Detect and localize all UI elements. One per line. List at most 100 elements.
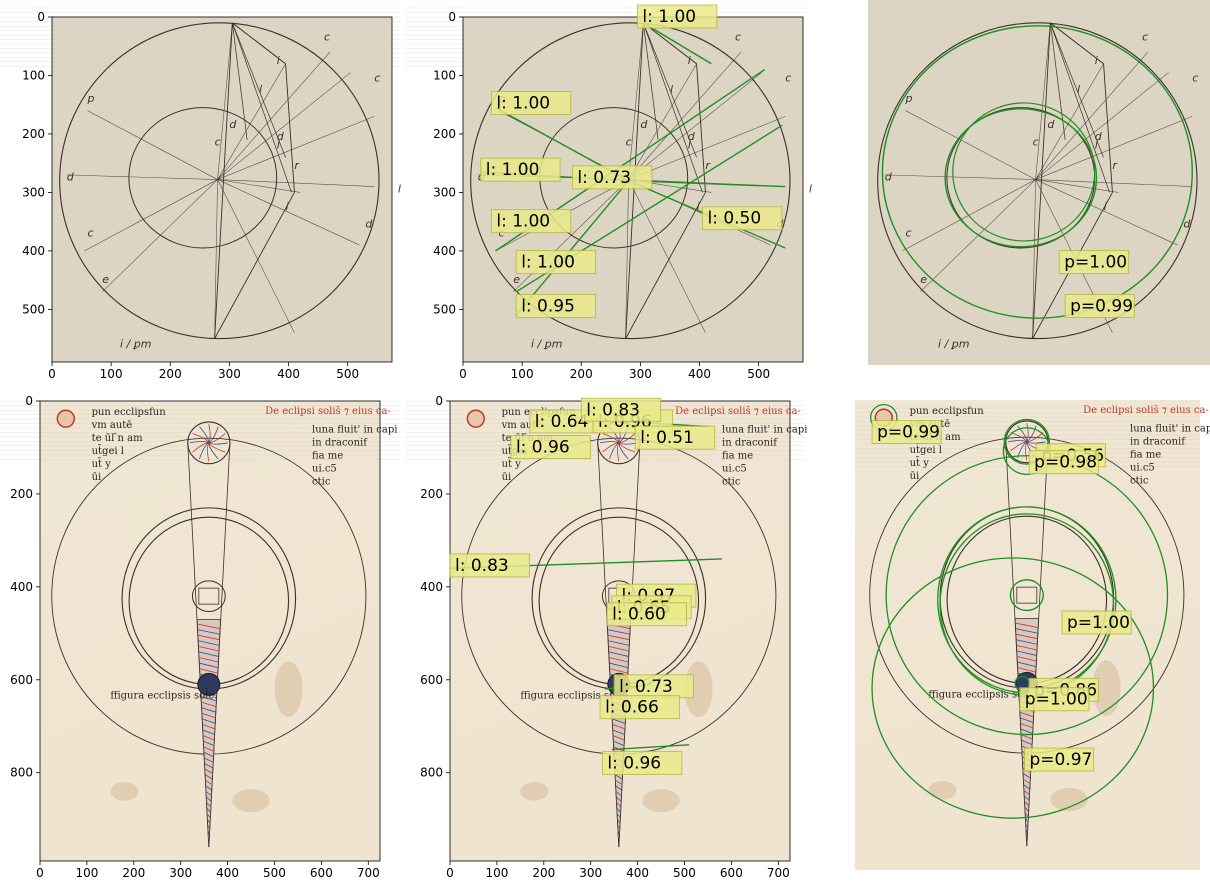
top-mid-axis-frame xyxy=(462,16,804,363)
margin-letter: l xyxy=(1095,139,1098,152)
radial-line xyxy=(1035,51,1149,180)
detected-circle xyxy=(1003,418,1050,465)
line-score-label-text: l: 0.73 xyxy=(619,677,673,697)
hatch-line xyxy=(205,796,212,802)
sun-ray xyxy=(199,442,210,460)
margin-letter: e xyxy=(102,273,109,286)
line-score-label: l: 0.73 xyxy=(613,674,695,699)
deferent-circle xyxy=(877,22,1198,340)
top-left-axis-y-tick-label: 500 xyxy=(22,302,45,316)
radial-line xyxy=(628,116,786,180)
sun-ray xyxy=(208,426,219,444)
bottom-left-axis-y-tick-label: 800 xyxy=(10,766,33,780)
radial-line xyxy=(217,179,295,333)
margin-letter: c xyxy=(215,136,221,149)
hatch-line xyxy=(1023,778,1031,785)
top-mid-axis-y-tick-label: 100 xyxy=(433,68,456,82)
circle-score-label-text: p=1.00 xyxy=(1025,690,1088,710)
top-left-axis-y-tick-label: 400 xyxy=(22,244,45,258)
manuscript-line-left: ut̄gei l xyxy=(910,444,942,456)
radial-line xyxy=(84,179,218,252)
manuscript-line-right: in draconif xyxy=(722,438,778,449)
construction-line xyxy=(232,22,248,140)
sun-ray xyxy=(208,424,211,444)
bottom-mid-axis-y-tick-label: 0 xyxy=(435,394,443,408)
bottom-left-axis-frame xyxy=(39,400,381,862)
bottom-mid-axis-y-tick-label: 600 xyxy=(420,673,443,687)
margin-letter: l xyxy=(398,182,401,195)
hatch-line xyxy=(206,807,212,813)
manuscript-line-right: fia me xyxy=(1130,450,1161,461)
manuscript-line-left: pun ecclipsfun xyxy=(910,406,985,417)
bottom-left-axis-x-tick-label: 400 xyxy=(216,866,239,880)
manuscript-line-right: ctic xyxy=(1130,476,1149,487)
radial-line xyxy=(217,63,286,180)
margin-letter: d xyxy=(67,171,75,184)
radial-line xyxy=(628,63,697,180)
moon-disc xyxy=(197,672,221,696)
manuscript-line-left: ūi xyxy=(502,472,512,483)
hatch-line xyxy=(1021,739,1033,746)
line-score-label: l: 1.00 xyxy=(515,250,597,275)
hatch-line xyxy=(615,779,623,786)
manuscript-heading: De eclipsi solis̄ ⁊ eius ca- xyxy=(675,406,801,417)
construction-line xyxy=(1050,22,1104,65)
hatch-line xyxy=(1015,628,1039,634)
hatch-line xyxy=(1016,656,1037,662)
margin-letter: c xyxy=(1142,30,1148,43)
hatch-line xyxy=(1020,734,1033,740)
line-score-label: l: 0.96 xyxy=(510,434,591,459)
bottom-mid-axis-x-tick-label: 600 xyxy=(720,866,743,880)
hatch-line xyxy=(204,763,214,769)
hatch-line xyxy=(1025,834,1029,840)
margin-letter: l xyxy=(1077,83,1080,96)
bottom-mid-axis-x-tick-label: 100 xyxy=(485,866,508,880)
hatch-line xyxy=(201,718,216,724)
parchment-stain xyxy=(520,782,549,801)
top-mid-axis-x-tick-label: 300 xyxy=(629,367,652,381)
sun-ray xyxy=(1025,441,1028,461)
manuscript-line-left: vm autē xyxy=(501,420,543,431)
margin-letter: r xyxy=(705,159,711,172)
construction-line xyxy=(214,192,295,339)
construction-line xyxy=(285,63,295,193)
hatch-line xyxy=(1016,644,1038,651)
margin-letter: l xyxy=(259,83,262,96)
margin-letter: c xyxy=(626,136,632,149)
construction-line xyxy=(643,22,697,158)
hatch-line xyxy=(1024,806,1030,812)
circle-score-label: p=1.00 xyxy=(1058,250,1129,275)
radial-line xyxy=(1035,63,1104,180)
construction-line xyxy=(1103,63,1113,193)
top-mid-axis-x-tick-label: 500 xyxy=(747,367,770,381)
radial-line xyxy=(217,22,233,180)
sun-ray xyxy=(1007,440,1028,443)
bottom-left-axis-y-tick-label: 0 xyxy=(25,394,33,408)
top-mid-axis-x-tick-label: 400 xyxy=(688,367,711,381)
line-score-label: l: 0.60 xyxy=(606,602,688,627)
radial-line xyxy=(905,110,1036,180)
illuminated-initial xyxy=(56,409,75,428)
construction-line xyxy=(232,22,286,158)
margin-letter: d xyxy=(1095,130,1103,143)
hatch-line xyxy=(1016,650,1038,656)
margin-letter: i xyxy=(286,200,289,213)
bottom-left-axis-x-tick-label: 700 xyxy=(357,866,380,880)
hatch-line xyxy=(1024,801,1030,807)
sun-ray xyxy=(599,441,620,444)
radial-line xyxy=(884,174,1036,180)
hatch-line xyxy=(199,662,219,669)
bottom-mid-axis-y-tick-label: 200 xyxy=(420,487,443,501)
hatch-line xyxy=(616,807,622,813)
bottom-left-axis-x-tick-label: 200 xyxy=(122,866,145,880)
hatch-line xyxy=(1015,633,1038,640)
sun-ray xyxy=(192,442,209,453)
hatch-line xyxy=(612,724,626,730)
line-score-label: l: 0.73 xyxy=(571,165,653,190)
hatch-line xyxy=(197,629,221,635)
circle-score-label-text: p=1.00 xyxy=(1064,253,1127,273)
line-score-label: l: 0.51 xyxy=(634,425,716,450)
